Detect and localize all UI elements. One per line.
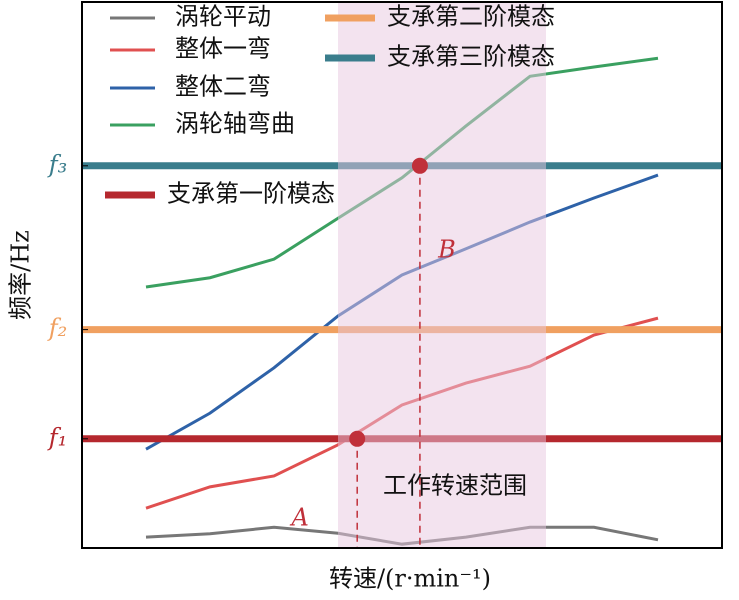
point-label: A (290, 503, 309, 531)
legend-label: 整体二弯 (175, 73, 271, 101)
y-tick-label: f₂ (47, 314, 68, 342)
legend-label: 整体一弯 (175, 35, 271, 63)
range-label: 工作转速范围 (383, 472, 527, 500)
y-axis-label: 频率/Hz (7, 230, 35, 320)
speed-range (338, 2, 546, 548)
point (349, 430, 366, 447)
point (411, 157, 428, 174)
legend-label: 支承第三阶模态 (387, 43, 555, 71)
plot-frame (81, 1, 723, 549)
y-tick-label: f₁ (47, 423, 68, 451)
legend-label: 支承第二阶模态 (387, 3, 555, 31)
legend-label: 涡轮平动 (175, 3, 271, 31)
legend-label: 涡轮轴弯曲 (175, 110, 295, 138)
legend-label: 支承第一阶模态 (167, 180, 335, 208)
x-axis-label: 转速/(r·min⁻¹) (329, 565, 491, 593)
y-tick-label: f₃ (47, 150, 68, 178)
point-label: B (437, 235, 456, 263)
